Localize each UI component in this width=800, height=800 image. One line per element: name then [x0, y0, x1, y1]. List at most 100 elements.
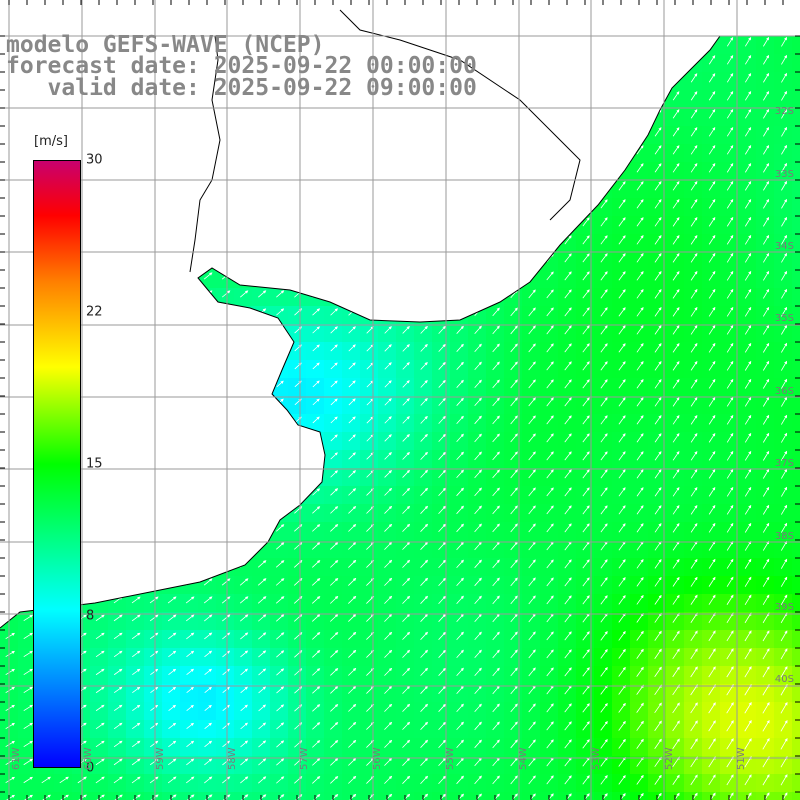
- field-cell: [702, 144, 720, 162]
- wind-arrow: [618, 289, 626, 299]
- field-cell: [558, 450, 576, 468]
- field-cell: [792, 504, 800, 522]
- field-cell: [594, 684, 612, 702]
- field-cell: [540, 306, 558, 324]
- wind-arrow: [186, 434, 195, 442]
- wind-arrow: [330, 344, 338, 352]
- wind-arrow: [654, 324, 662, 335]
- field-cell: [396, 108, 414, 126]
- field-cell: [378, 108, 396, 126]
- wind-arrow: [95, 542, 105, 550]
- field-cell: [684, 270, 702, 288]
- field-cell: [738, 198, 756, 216]
- field-cell: [522, 702, 540, 720]
- field-cell: [144, 216, 162, 234]
- wind-arrow: [582, 343, 590, 353]
- wind-arrow: [384, 37, 393, 46]
- field-cell: [216, 180, 234, 198]
- field-cell: [432, 630, 450, 648]
- field-cell: [612, 468, 630, 486]
- lon-label: 51W: [736, 747, 747, 770]
- wind-arrow: [348, 253, 357, 262]
- wind-arrow: [456, 469, 464, 479]
- wind-arrow: [781, 144, 787, 155]
- wind-arrow: [546, 307, 554, 317]
- wind-arrow: [438, 469, 446, 478]
- field-cell: [738, 540, 756, 558]
- field-cell: [486, 450, 504, 468]
- field-cell: [468, 738, 486, 756]
- wind-arrow: [438, 343, 446, 352]
- field-cell: [252, 450, 270, 468]
- wind-arrow: [762, 324, 770, 335]
- field-cell: [216, 198, 234, 216]
- wind-arrow: [150, 21, 158, 27]
- field-cell: [162, 288, 180, 306]
- wind-arrow: [781, 108, 787, 119]
- wind-arrow: [636, 37, 644, 47]
- field-cell: [324, 504, 342, 522]
- field-cell: [612, 576, 630, 594]
- wind-arrow: [186, 21, 194, 27]
- field-cell: [414, 666, 432, 684]
- wind-arrow: [600, 199, 608, 209]
- colorbar-tick: 8: [86, 608, 95, 624]
- wind-arrow: [95, 488, 105, 496]
- field-cell: [738, 180, 756, 198]
- wind-arrow: [438, 451, 446, 460]
- field-cell: [216, 360, 234, 378]
- wind-arrow: [510, 217, 518, 227]
- wind-arrow: [744, 126, 752, 137]
- field-cell: [252, 234, 270, 252]
- field-cell: [252, 738, 270, 756]
- field-cell: [792, 252, 800, 270]
- wind-arrow: [546, 397, 554, 407]
- field-cell: [684, 72, 702, 90]
- wind-arrow: [708, 414, 716, 425]
- wind-arrow: [528, 415, 536, 425]
- field-cell: [450, 666, 468, 684]
- wind-arrow: [149, 200, 159, 208]
- field-cell: [90, 396, 108, 414]
- wind-arrow: [546, 181, 554, 191]
- field-cell: [378, 144, 396, 162]
- field-cell: [216, 234, 234, 252]
- wind-arrow: [690, 360, 698, 371]
- field-cell: [162, 198, 180, 216]
- field-cell: [666, 36, 684, 54]
- field-cell: [270, 252, 288, 270]
- field-cell: [738, 396, 756, 414]
- wind-arrow: [636, 451, 644, 461]
- field-cell: [666, 216, 684, 234]
- wind-arrow: [348, 271, 357, 280]
- field-cell: [252, 396, 270, 414]
- field-cell: [180, 180, 198, 198]
- field-cell: [162, 162, 180, 180]
- field-cell: [720, 18, 738, 36]
- wind-arrow: [582, 505, 590, 515]
- field-cell: [630, 756, 648, 774]
- field-cell: [360, 432, 378, 450]
- lat-label: 37S: [774, 458, 794, 469]
- wind-arrow: [348, 290, 357, 298]
- wind-arrow: [474, 379, 482, 389]
- wind-arrow: [5, 200, 15, 208]
- field-cell: [738, 756, 756, 774]
- field-cell: [360, 144, 378, 162]
- field-cell: [648, 144, 666, 162]
- field-cell: [162, 702, 180, 720]
- field-cell: [558, 18, 576, 36]
- field-cell: [90, 252, 108, 270]
- wind-arrow: [744, 486, 752, 497]
- field-cell: [756, 252, 774, 270]
- field-cell: [198, 684, 216, 702]
- wind-arrow: [329, 145, 339, 154]
- field-cell: [702, 450, 720, 468]
- wind-arrow: [763, 54, 770, 65]
- lon-label: 58W: [227, 747, 238, 770]
- field-cell: [792, 90, 800, 108]
- field-cell: [702, 702, 720, 720]
- field-cell: [432, 540, 450, 558]
- wind-arrow: [582, 181, 590, 191]
- field-cell: [198, 360, 216, 378]
